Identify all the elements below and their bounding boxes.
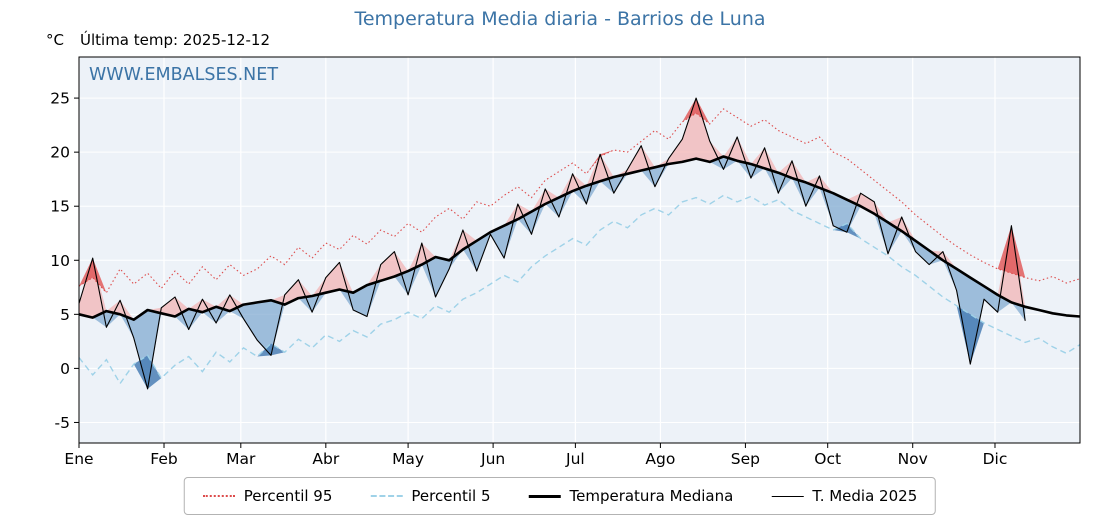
- y-tick-label: 15: [50, 198, 70, 216]
- legend-item-t-media-2025: T. Media 2025: [771, 487, 917, 505]
- x-tick-label: May: [392, 450, 424, 468]
- x-tick-label: Sep: [731, 450, 760, 468]
- temperature-chart: -5 0 5 10 15 20 25 Ene Feb Mar Abr May Jun Jul Ago Sep O…: [50, 56, 1081, 468]
- y-axis-units-label: °C: [46, 31, 64, 49]
- x-tick-label: Jun: [480, 450, 505, 468]
- x-tick-label: Nov: [898, 450, 928, 468]
- p5-line-sample: [370, 495, 403, 497]
- x-tick-label: Ene: [64, 450, 93, 468]
- x-tick-label: Jul: [565, 450, 585, 468]
- x-tick-label: Abr: [312, 450, 339, 468]
- legend-label-mediana: Temperatura Mediana: [569, 487, 734, 505]
- median-line-sample: [528, 494, 561, 498]
- legend-item-mediana: Temperatura Mediana: [528, 487, 733, 505]
- watermark: WWW.EMBALSES.NET: [89, 65, 278, 85]
- legend-label-t2025: T. Media 2025: [812, 487, 918, 505]
- last-temp-label: Última temp: 2025-12-12: [80, 31, 271, 49]
- legend-item-percentil-5: Percentil 5: [370, 487, 490, 505]
- t2025-line-sample: [771, 495, 804, 497]
- legend-label-p95: Percentil 95: [243, 487, 333, 505]
- plot-border: [78, 56, 1081, 444]
- y-tick-label: 10: [50, 252, 70, 270]
- page-title: Temperatura Media diaria - Barrios de Lu…: [354, 8, 766, 30]
- legend-label-p5: Percentil 5: [411, 487, 491, 505]
- y-tick-label: 0: [60, 360, 70, 378]
- legend: Percentil 95 Percentil 5 Temperatura Med…: [183, 477, 937, 515]
- x-tick-label: Dic: [983, 450, 1008, 468]
- y-tick-label: 5: [60, 306, 70, 324]
- x-tick-label: Feb: [150, 450, 177, 468]
- x-tick-label: Ago: [645, 450, 675, 468]
- p95-line-sample: [202, 495, 235, 497]
- x-tick-label: Oct: [814, 450, 841, 468]
- chart-page: { "title": "Temperatura Media diaria - B…: [46, 8, 1081, 515]
- y-tick-label: 20: [50, 144, 70, 162]
- legend-item-percentil-95: Percentil 95: [202, 487, 333, 505]
- t-media-2025-line: [78, 97, 1026, 390]
- x-tick-label: Mar: [226, 450, 256, 468]
- y-tick-label: 25: [50, 90, 70, 108]
- y-tick-label: -5: [55, 414, 70, 432]
- percentil-5-line: [78, 194, 1081, 385]
